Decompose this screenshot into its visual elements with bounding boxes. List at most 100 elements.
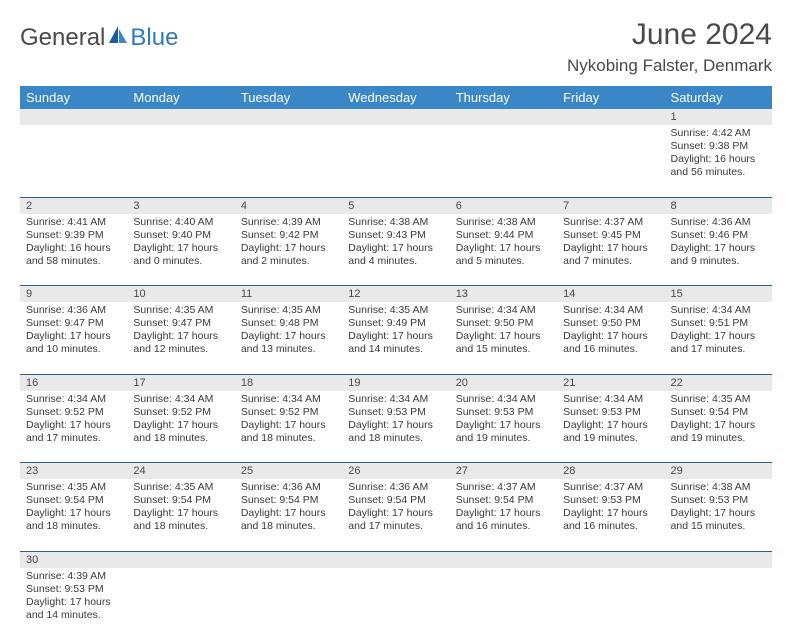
daylight-text: Daylight: 17 hours and 19 minutes. [456, 419, 551, 445]
sunrise-text: Sunrise: 4:35 AM [133, 304, 228, 317]
day-body-cell: Sunrise: 4:36 AMSunset: 9:46 PMDaylight:… [665, 214, 772, 286]
day-body-cell: Sunrise: 4:34 AMSunset: 9:51 PMDaylight:… [665, 302, 772, 374]
logo-text-general: General [20, 24, 105, 52]
daylight-text: Daylight: 17 hours and 16 minutes. [456, 507, 551, 533]
day-body-cell: Sunrise: 4:37 AMSunset: 9:45 PMDaylight:… [557, 214, 664, 286]
day-details: Sunrise: 4:34 AMSunset: 9:52 PMDaylight:… [20, 391, 127, 450]
day-body-cell: Sunrise: 4:39 AMSunset: 9:42 PMDaylight:… [235, 214, 342, 286]
sunrise-text: Sunrise: 4:34 AM [26, 393, 121, 406]
day-body-row: Sunrise: 4:34 AMSunset: 9:52 PMDaylight:… [20, 391, 772, 463]
daylight-text: Daylight: 17 hours and 18 minutes. [133, 419, 228, 445]
sunrise-text: Sunrise: 4:36 AM [671, 216, 766, 229]
sunset-text: Sunset: 9:54 PM [133, 494, 228, 507]
weekday-header-row: Sunday Monday Tuesday Wednesday Thursday… [20, 86, 772, 109]
sunset-text: Sunset: 9:53 PM [563, 494, 658, 507]
month-title: June 2024 [567, 18, 772, 52]
day-number-cell: 21 [557, 374, 664, 391]
weekday-header: Tuesday [235, 86, 342, 109]
day-details: Sunrise: 4:36 AMSunset: 9:47 PMDaylight:… [20, 302, 127, 361]
day-body-row: Sunrise: 4:36 AMSunset: 9:47 PMDaylight:… [20, 302, 772, 374]
day-number-cell [127, 551, 234, 568]
daylight-text: Daylight: 17 hours and 18 minutes. [133, 507, 228, 533]
day-details: Sunrise: 4:40 AMSunset: 9:40 PMDaylight:… [127, 214, 234, 273]
day-details: Sunrise: 4:37 AMSunset: 9:45 PMDaylight:… [557, 214, 664, 273]
day-number-cell: 13 [450, 286, 557, 303]
sunset-text: Sunset: 9:42 PM [241, 229, 336, 242]
day-body-row: Sunrise: 4:39 AMSunset: 9:53 PMDaylight:… [20, 568, 772, 640]
day-details: Sunrise: 4:36 AMSunset: 9:46 PMDaylight:… [665, 214, 772, 273]
day-body-cell [342, 568, 449, 640]
daylight-text: Daylight: 17 hours and 16 minutes. [563, 507, 658, 533]
weekday-header: Friday [557, 86, 664, 109]
day-details: Sunrise: 4:41 AMSunset: 9:39 PMDaylight:… [20, 214, 127, 273]
day-number-cell: 2 [20, 197, 127, 214]
day-details: Sunrise: 4:34 AMSunset: 9:53 PMDaylight:… [450, 391, 557, 450]
sunrise-text: Sunrise: 4:37 AM [456, 481, 551, 494]
day-body-cell: Sunrise: 4:34 AMSunset: 9:50 PMDaylight:… [557, 302, 664, 374]
day-body-cell: Sunrise: 4:35 AMSunset: 9:47 PMDaylight:… [127, 302, 234, 374]
sunrise-text: Sunrise: 4:34 AM [348, 393, 443, 406]
day-details: Sunrise: 4:35 AMSunset: 9:54 PMDaylight:… [127, 479, 234, 538]
day-number-row: 23242526272829 [20, 463, 772, 480]
day-number-cell [450, 551, 557, 568]
daylight-text: Daylight: 17 hours and 2 minutes. [241, 242, 336, 268]
daylight-text: Daylight: 17 hours and 4 minutes. [348, 242, 443, 268]
daylight-text: Daylight: 17 hours and 7 minutes. [563, 242, 658, 268]
day-number-cell: 20 [450, 374, 557, 391]
day-body-cell [127, 568, 234, 640]
day-details: Sunrise: 4:35 AMSunset: 9:54 PMDaylight:… [20, 479, 127, 538]
logo: General Blue [20, 18, 178, 52]
day-number-cell: 27 [450, 463, 557, 480]
day-number-cell: 22 [665, 374, 772, 391]
day-details: Sunrise: 4:37 AMSunset: 9:54 PMDaylight:… [450, 479, 557, 538]
day-details: Sunrise: 4:39 AMSunset: 9:42 PMDaylight:… [235, 214, 342, 273]
day-body-cell: Sunrise: 4:34 AMSunset: 9:53 PMDaylight:… [342, 391, 449, 463]
day-number-cell [235, 551, 342, 568]
day-details: Sunrise: 4:36 AMSunset: 9:54 PMDaylight:… [342, 479, 449, 538]
day-number-cell [450, 109, 557, 125]
day-number-cell: 4 [235, 197, 342, 214]
day-number-cell: 1 [665, 109, 772, 125]
day-body-cell: Sunrise: 4:41 AMSunset: 9:39 PMDaylight:… [20, 214, 127, 286]
daylight-text: Daylight: 17 hours and 13 minutes. [241, 330, 336, 356]
sunrise-text: Sunrise: 4:37 AM [563, 216, 658, 229]
daylight-text: Daylight: 17 hours and 19 minutes. [671, 419, 766, 445]
day-number-cell [665, 551, 772, 568]
daylight-text: Daylight: 17 hours and 17 minutes. [671, 330, 766, 356]
sunset-text: Sunset: 9:45 PM [563, 229, 658, 242]
sunrise-text: Sunrise: 4:35 AM [26, 481, 121, 494]
sunset-text: Sunset: 9:43 PM [348, 229, 443, 242]
sunset-text: Sunset: 9:47 PM [26, 317, 121, 330]
day-number-cell: 5 [342, 197, 449, 214]
sunset-text: Sunset: 9:54 PM [241, 494, 336, 507]
daylight-text: Daylight: 17 hours and 12 minutes. [133, 330, 228, 356]
sunset-text: Sunset: 9:53 PM [671, 494, 766, 507]
day-number-cell: 15 [665, 286, 772, 303]
day-number-cell: 23 [20, 463, 127, 480]
sunrise-text: Sunrise: 4:34 AM [133, 393, 228, 406]
sunrise-text: Sunrise: 4:40 AM [133, 216, 228, 229]
day-number-cell [235, 109, 342, 125]
sail-icon [107, 24, 129, 52]
day-number-cell: 29 [665, 463, 772, 480]
day-details: Sunrise: 4:35 AMSunset: 9:47 PMDaylight:… [127, 302, 234, 361]
day-details: Sunrise: 4:34 AMSunset: 9:52 PMDaylight:… [235, 391, 342, 450]
sunset-text: Sunset: 9:40 PM [133, 229, 228, 242]
day-number-row: 1 [20, 109, 772, 125]
day-body-cell [20, 125, 127, 197]
day-number-cell: 7 [557, 197, 664, 214]
day-details: Sunrise: 4:36 AMSunset: 9:54 PMDaylight:… [235, 479, 342, 538]
day-body-cell: Sunrise: 4:36 AMSunset: 9:54 PMDaylight:… [235, 479, 342, 551]
sunrise-text: Sunrise: 4:37 AM [563, 481, 658, 494]
day-body-cell [127, 125, 234, 197]
weekday-header: Sunday [20, 86, 127, 109]
day-number-cell: 26 [342, 463, 449, 480]
day-body-cell: Sunrise: 4:37 AMSunset: 9:53 PMDaylight:… [557, 479, 664, 551]
sunrise-text: Sunrise: 4:35 AM [241, 304, 336, 317]
day-body-cell: Sunrise: 4:39 AMSunset: 9:53 PMDaylight:… [20, 568, 127, 640]
day-number-cell: 24 [127, 463, 234, 480]
day-number-cell [342, 551, 449, 568]
weekday-header: Thursday [450, 86, 557, 109]
daylight-text: Daylight: 17 hours and 9 minutes. [671, 242, 766, 268]
day-number-cell: 14 [557, 286, 664, 303]
